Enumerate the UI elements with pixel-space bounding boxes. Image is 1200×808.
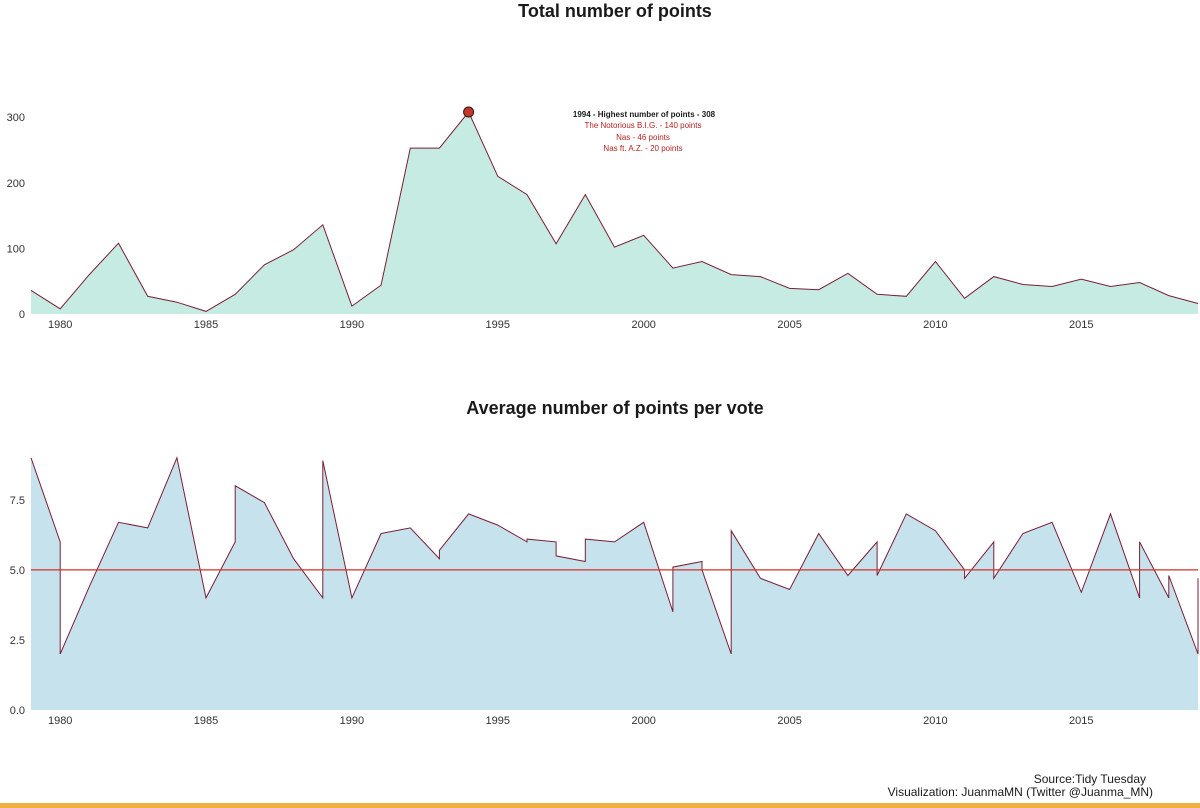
- chart-total-points: Total number of points 1980 1985 1990 1995 2…: [7, 1, 1199, 331]
- y-tick-label: 300: [7, 112, 25, 124]
- peak-marker: [463, 106, 475, 118]
- y-tick-label: 0: [19, 309, 25, 321]
- y-tick-label: 2.5: [10, 635, 25, 647]
- peak-annotation: 1994 - Highest number of points - 308 Th…: [573, 110, 716, 153]
- x-tick-label: 2015: [1069, 715, 1093, 727]
- x-tick-label: 1980: [48, 715, 72, 727]
- x-tick-label: 1985: [194, 319, 218, 331]
- x-tick-label: 2010: [923, 715, 947, 727]
- x-tick-label: 2015: [1069, 319, 1093, 331]
- x-tick-label: 1995: [486, 715, 510, 727]
- y-tick-label: 200: [7, 178, 25, 190]
- bottom-accent-bar: [0, 803, 1200, 808]
- chart-2-x-axis: 1980 1985 1990 1995 2000 2005 2010 2015: [48, 715, 1094, 727]
- x-tick-label: 1985: [194, 715, 218, 727]
- x-tick-label: 1990: [340, 715, 364, 727]
- chart-average-points: Average number of points per vote 1980 19…: [10, 398, 1199, 727]
- x-tick-label: 1980: [48, 319, 72, 331]
- x-tick-label: 2005: [777, 715, 801, 727]
- annotation-line: Nas - 46 points: [616, 133, 670, 142]
- chart-1-series-line: [30, 111, 1199, 312]
- annotation-heading: 1994 - Highest number of points - 308: [573, 110, 716, 119]
- chart-2-series-line: [30, 456, 1199, 655]
- chart-2-title: Average number of points per vote: [466, 398, 763, 418]
- y-tick-label: 100: [7, 243, 25, 255]
- chart-1-x-axis: 1980 1985 1990 1995 2000 2005 2010 2015: [48, 319, 1094, 331]
- y-tick-label: 5.0: [10, 565, 25, 577]
- caption-visualization: Visualization: JuanmaMN (Twitter @Juanma…: [888, 785, 1153, 799]
- chart-1-title: Total number of points: [518, 1, 712, 21]
- annotation-line: Nas ft. A.Z. - 20 points: [603, 144, 682, 153]
- x-tick-label: 2005: [777, 319, 801, 331]
- annotation-line: The Notorious B.I.G. - 140 points: [585, 121, 702, 130]
- chart-2-y-axis: 0.0 2.5 5.0 7.5: [10, 495, 25, 717]
- x-tick-label: 2000: [631, 319, 655, 331]
- chart-1-area: [31, 112, 1198, 314]
- caption: Source:Tidy Tuesday Visualization: Juanm…: [888, 772, 1153, 799]
- y-tick-label: 7.5: [10, 495, 25, 507]
- caption-source: Source:Tidy Tuesday: [1034, 772, 1146, 786]
- x-tick-label: 1990: [340, 319, 364, 331]
- x-tick-label: 2010: [923, 319, 947, 331]
- x-tick-label: 1995: [486, 319, 510, 331]
- x-tick-label: 2000: [631, 715, 655, 727]
- chart-2-area: [31, 457, 1198, 710]
- chart-1-y-axis: 0 100 200 300: [7, 112, 25, 321]
- y-tick-label: 0.0: [10, 705, 25, 717]
